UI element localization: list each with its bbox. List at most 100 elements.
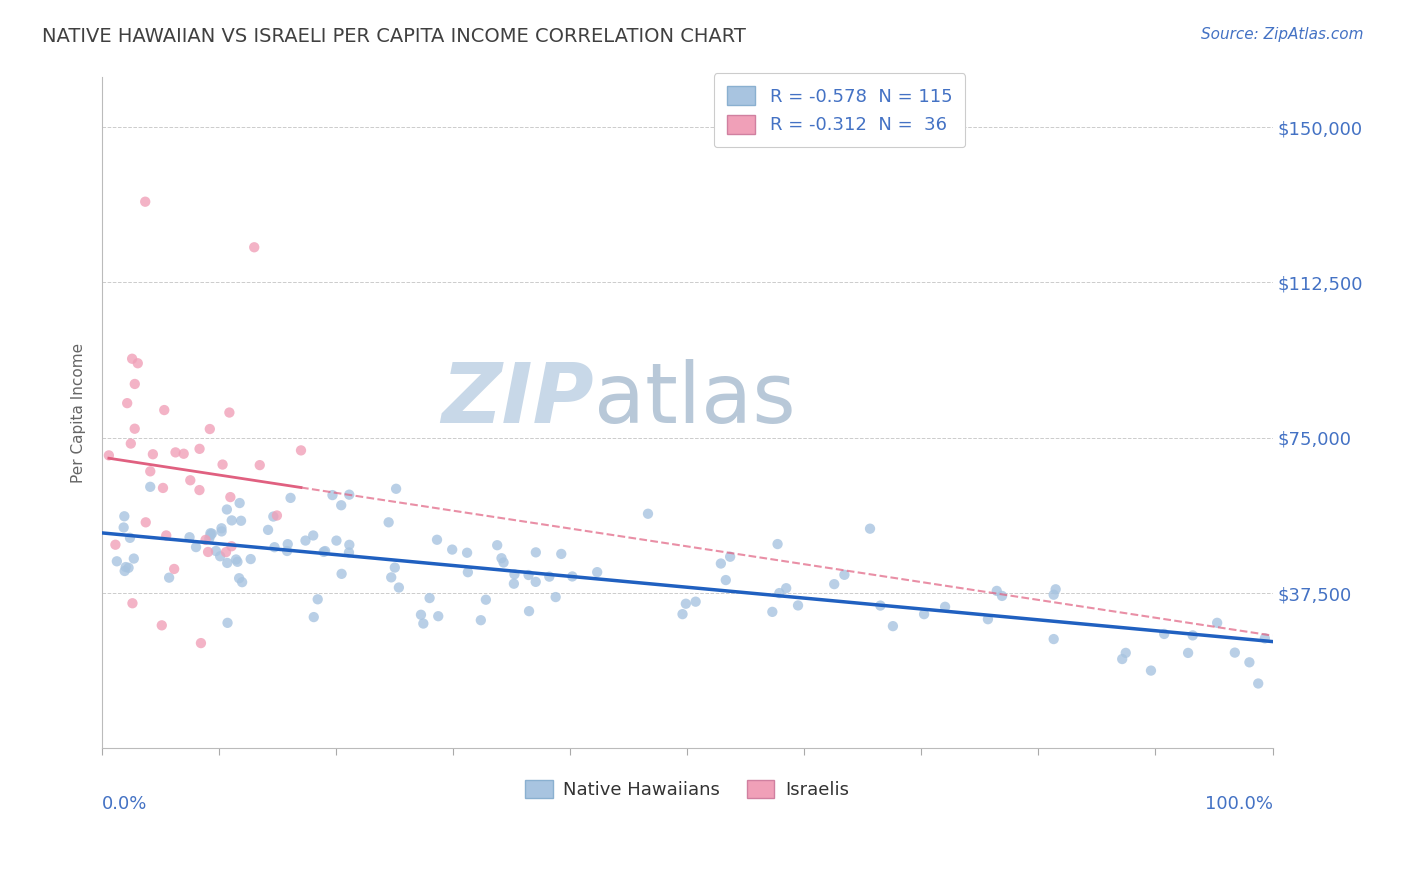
Point xyxy=(321,488,343,502)
Point xyxy=(121,351,143,366)
Point xyxy=(198,532,221,546)
Point xyxy=(112,520,135,534)
Point xyxy=(675,597,697,611)
Point xyxy=(441,542,464,557)
Point xyxy=(882,619,904,633)
Text: NATIVE HAWAIIAN VS ISRAELI PER CAPITA INCOME CORRELATION CHART: NATIVE HAWAIIAN VS ISRAELI PER CAPITA IN… xyxy=(42,27,747,45)
Point xyxy=(384,560,406,574)
Point xyxy=(104,538,127,552)
Point xyxy=(517,604,540,618)
Point xyxy=(294,533,316,548)
Point xyxy=(986,583,1008,598)
Point xyxy=(117,561,139,575)
Point xyxy=(155,528,177,542)
Point xyxy=(302,528,325,542)
Point xyxy=(226,555,249,569)
Point xyxy=(249,458,271,472)
Text: ZIP: ZIP xyxy=(441,359,593,440)
Point xyxy=(714,573,737,587)
Point xyxy=(231,575,253,590)
Point xyxy=(385,482,408,496)
Point xyxy=(1247,676,1270,690)
Point xyxy=(524,574,547,589)
Text: atlas: atlas xyxy=(593,359,796,440)
Point xyxy=(1045,582,1067,597)
Point xyxy=(219,490,242,504)
Point xyxy=(710,557,733,571)
Point xyxy=(263,540,285,554)
Text: 100.0%: 100.0% xyxy=(1205,796,1272,814)
Point xyxy=(115,396,138,410)
Point xyxy=(991,589,1014,603)
Point xyxy=(229,514,252,528)
Point xyxy=(456,546,478,560)
Point xyxy=(205,544,228,558)
Point xyxy=(388,581,411,595)
Point xyxy=(200,528,222,542)
Point xyxy=(257,523,280,537)
Point xyxy=(524,545,547,559)
Point xyxy=(685,595,707,609)
Point xyxy=(135,516,157,530)
Point xyxy=(179,530,201,544)
Point xyxy=(190,636,212,650)
Point xyxy=(1115,646,1137,660)
Point xyxy=(243,240,266,254)
Point xyxy=(221,513,243,527)
Point xyxy=(215,502,238,516)
Point xyxy=(1042,632,1064,646)
Text: Source: ZipAtlas.com: Source: ZipAtlas.com xyxy=(1201,27,1364,42)
Point xyxy=(122,551,145,566)
Point xyxy=(209,549,232,564)
Legend: Native Hawaiians, Israelis: Native Hawaiians, Israelis xyxy=(519,772,856,806)
Point xyxy=(457,565,479,579)
Point xyxy=(470,613,492,627)
Point xyxy=(139,464,162,478)
Point xyxy=(637,507,659,521)
Point xyxy=(201,526,224,541)
Point xyxy=(538,569,561,583)
Point xyxy=(1111,652,1133,666)
Point xyxy=(503,567,526,582)
Point xyxy=(165,445,187,459)
Point xyxy=(211,458,233,472)
Point xyxy=(718,549,741,564)
Point xyxy=(337,538,360,552)
Point xyxy=(768,586,790,600)
Point xyxy=(307,592,329,607)
Point xyxy=(228,571,250,585)
Point xyxy=(276,544,298,558)
Point xyxy=(337,488,360,502)
Point xyxy=(188,442,211,456)
Point xyxy=(114,560,136,574)
Point xyxy=(217,615,239,630)
Point xyxy=(142,447,165,461)
Point xyxy=(266,508,288,523)
Point xyxy=(157,571,180,585)
Point xyxy=(787,599,810,613)
Point xyxy=(173,447,195,461)
Point xyxy=(314,544,336,558)
Point xyxy=(198,422,221,436)
Point xyxy=(1140,664,1163,678)
Text: 0.0%: 0.0% xyxy=(103,796,148,814)
Point xyxy=(1153,627,1175,641)
Point xyxy=(330,498,353,512)
Point xyxy=(124,376,146,391)
Point xyxy=(120,436,142,450)
Point xyxy=(330,566,353,581)
Point xyxy=(419,591,441,605)
Point xyxy=(1254,632,1277,646)
Point xyxy=(517,568,540,582)
Y-axis label: Per Capita Income: Per Capita Income xyxy=(72,343,86,483)
Point xyxy=(218,405,240,419)
Point xyxy=(228,496,250,510)
Point xyxy=(859,522,882,536)
Point xyxy=(118,531,141,545)
Point xyxy=(239,552,262,566)
Point xyxy=(1239,656,1261,670)
Point xyxy=(1177,646,1199,660)
Point xyxy=(409,607,432,622)
Point xyxy=(869,599,891,613)
Point xyxy=(1223,646,1246,660)
